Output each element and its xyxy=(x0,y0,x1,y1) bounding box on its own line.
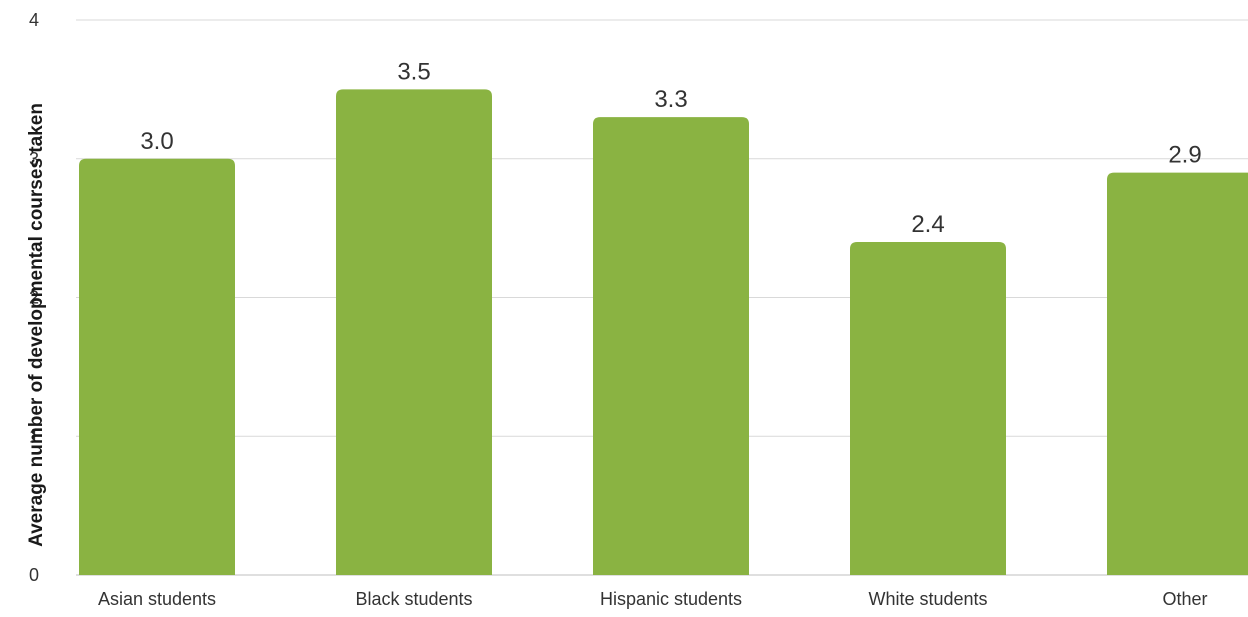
bar xyxy=(336,89,492,575)
bar xyxy=(850,242,1006,575)
bar xyxy=(1107,172,1248,575)
x-category-label: Asian students xyxy=(98,589,216,609)
data-label: 2.9 xyxy=(1168,142,1201,169)
data-label: 3.5 xyxy=(397,58,430,85)
y-tick-label: 1 xyxy=(29,426,39,446)
data-label: 3.3 xyxy=(654,86,687,113)
x-category-label: Other xyxy=(1162,589,1207,609)
y-axis-ticks: 0 1 2 3 4 xyxy=(29,10,39,585)
y-tick-label: 3 xyxy=(29,149,39,169)
x-category-label: Hispanic students xyxy=(600,589,742,609)
y-tick-label: 2 xyxy=(29,288,39,308)
bar xyxy=(593,117,749,575)
x-axis-categories: Asian students Black students Hispanic stu… xyxy=(98,589,1208,609)
bar xyxy=(79,158,235,575)
x-category-label: Black students xyxy=(355,589,472,609)
y-tick-label: 4 xyxy=(29,10,39,30)
value-labels: 3.0 3.5 3.3 2.4 2.9 xyxy=(140,58,1201,238)
bars xyxy=(79,89,1248,575)
y-tick-label: 0 xyxy=(29,565,39,585)
x-category-label: White students xyxy=(868,589,987,609)
data-label: 2.4 xyxy=(911,211,944,238)
y-axis-label: Average number of developmental courses … xyxy=(26,103,47,547)
data-label: 3.0 xyxy=(140,128,173,155)
